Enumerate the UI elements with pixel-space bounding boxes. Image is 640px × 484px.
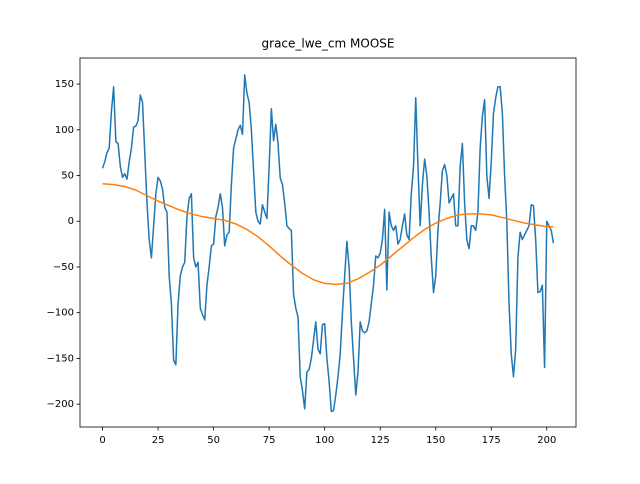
- y-tick-label: −100: [47, 308, 74, 319]
- x-tick-label: 150: [426, 435, 445, 446]
- y-tick-label: −150: [47, 353, 74, 364]
- y-tick-label: 150: [55, 79, 74, 90]
- y-tick-label: 50: [61, 171, 74, 182]
- y-tick-label: −200: [47, 399, 74, 410]
- x-tick-label: 75: [263, 435, 276, 446]
- x-tick-label: 200: [537, 435, 556, 446]
- data-line: [102, 182, 554, 286]
- y-tick-label: −50: [53, 262, 74, 273]
- chart-title: grace_lwe_cm MOOSE: [262, 37, 395, 51]
- x-tick-label: 25: [152, 435, 165, 446]
- y-tick-label: 100: [55, 125, 74, 136]
- plot-frame: [79, 57, 577, 428]
- x-tick-label: 125: [371, 435, 390, 446]
- x-tick-label: 50: [207, 435, 220, 446]
- x-tick-label: 100: [315, 435, 334, 446]
- x-tick-label: 175: [482, 435, 501, 446]
- y-tick-label: 0: [68, 216, 74, 227]
- data-line: [101, 74, 555, 413]
- x-tick-label: 0: [99, 435, 105, 446]
